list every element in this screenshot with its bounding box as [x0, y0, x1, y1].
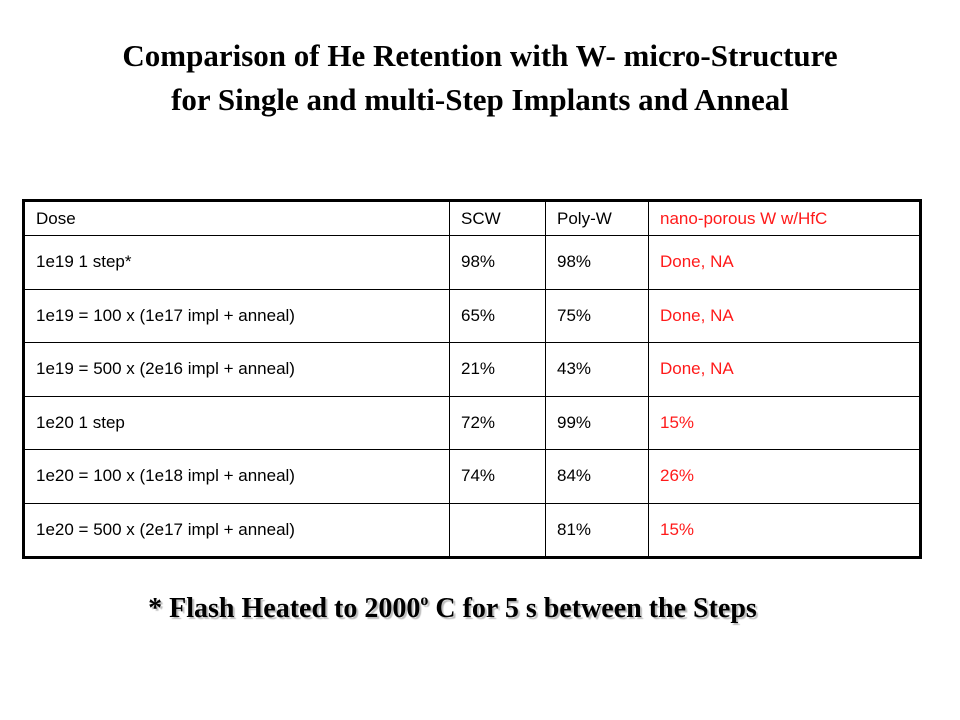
table-header-row: Dose SCW Poly-W nano-porous W w/HfC: [23, 200, 921, 236]
table-row: 1e20 = 100 x (1e18 impl + anneal) 74% 84…: [23, 449, 921, 504]
header-cell: SCW: [449, 200, 546, 236]
table-row: 1e19 = 100 x (1e17 impl + anneal) 65% 75…: [23, 288, 921, 343]
table-cell: Done, NA: [648, 235, 921, 290]
table-row: 1e19 = 500 x (2e16 impl + anneal) 21% 43…: [23, 342, 921, 397]
table-cell: 1e20 = 500 x (2e17 impl + anneal): [23, 502, 450, 558]
table-row: 1e20 = 500 x (2e17 impl + anneal) 81% 15…: [23, 502, 921, 558]
table-cell: 1e20 = 100 x (1e18 impl + anneal): [23, 449, 450, 504]
footnote-suffix: C for 5 s between the Steps: [428, 593, 757, 624]
header-cell: Dose: [23, 200, 450, 236]
header-cell: Poly-W: [545, 200, 649, 236]
slide-title: Comparison of He Retention with W- micro…: [0, 34, 960, 122]
table-cell: 1e19 = 100 x (1e17 impl + anneal): [23, 288, 450, 343]
table-cell: [449, 502, 546, 558]
title-line-1: Comparison of He Retention with W- micro…: [122, 38, 838, 73]
table-cell: 15%: [648, 395, 921, 450]
degree-symbol: o: [420, 592, 429, 609]
table-row: 1e20 1 step 72% 99% 15%: [23, 395, 921, 450]
table-cell: 65%: [449, 288, 546, 343]
table-cell: 98%: [545, 235, 649, 290]
table-cell: 1e20 1 step: [23, 395, 450, 450]
table-row: 1e19 1 step* 98% 98% Done, NA: [23, 235, 921, 290]
table-cell: 75%: [545, 288, 649, 343]
table-cell: 74%: [449, 449, 546, 504]
footnote-prefix: * Flash Heated to 2000: [148, 593, 421, 624]
table-cell: 99%: [545, 395, 649, 450]
table-cell: 26%: [648, 449, 921, 504]
table-cell: 81%: [545, 502, 649, 558]
table-cell: Done, NA: [648, 288, 921, 343]
retention-table: Dose SCW Poly-W nano-porous W w/HfC 1e19…: [22, 199, 922, 559]
table-cell: 72%: [449, 395, 546, 450]
table-cell: 98%: [449, 235, 546, 290]
table-cell: 43%: [545, 342, 649, 397]
title-line-2: for Single and multi-Step Implants and A…: [171, 82, 789, 117]
table-cell: 21%: [449, 342, 546, 397]
table-cell: 15%: [648, 502, 921, 558]
header-cell: nano-porous W w/HfC: [648, 200, 921, 236]
footnote: * Flash Heated to 2000o C for 5 s betwee…: [0, 592, 905, 625]
table-cell: Done, NA: [648, 342, 921, 397]
table-cell: 1e19 1 step*: [23, 235, 450, 290]
table-cell: 84%: [545, 449, 649, 504]
table-cell: 1e19 = 500 x (2e16 impl + anneal): [23, 342, 450, 397]
